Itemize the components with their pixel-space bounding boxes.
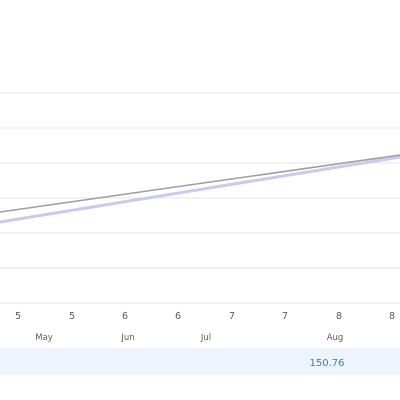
x-tick-label: 8 [336, 311, 342, 322]
x-month-label: Jun [120, 333, 134, 343]
x-tick-label: 7 [229, 311, 235, 322]
x-tick-label: 6 [122, 311, 128, 322]
x-month-label: Jul [200, 333, 211, 343]
x-axis: 5 5 6 6 7 7 8 8 May Jun Jul Aug [15, 311, 395, 343]
series-line-lower [0, 155, 400, 224]
series-lines [0, 154, 400, 224]
x-tick-label: 5 [69, 311, 75, 322]
x-month-label: May [35, 333, 53, 343]
x-tick-label: 6 [175, 311, 181, 322]
value-readout: 150.76 [310, 358, 345, 369]
x-tick-label: 8 [389, 311, 395, 322]
gridlines [0, 92, 400, 304]
x-month-label: Aug [327, 333, 344, 343]
x-tick-label: 7 [282, 311, 288, 322]
series-line-upper [0, 154, 400, 213]
x-tick-label: 5 [15, 311, 21, 322]
readout-band [0, 348, 400, 375]
